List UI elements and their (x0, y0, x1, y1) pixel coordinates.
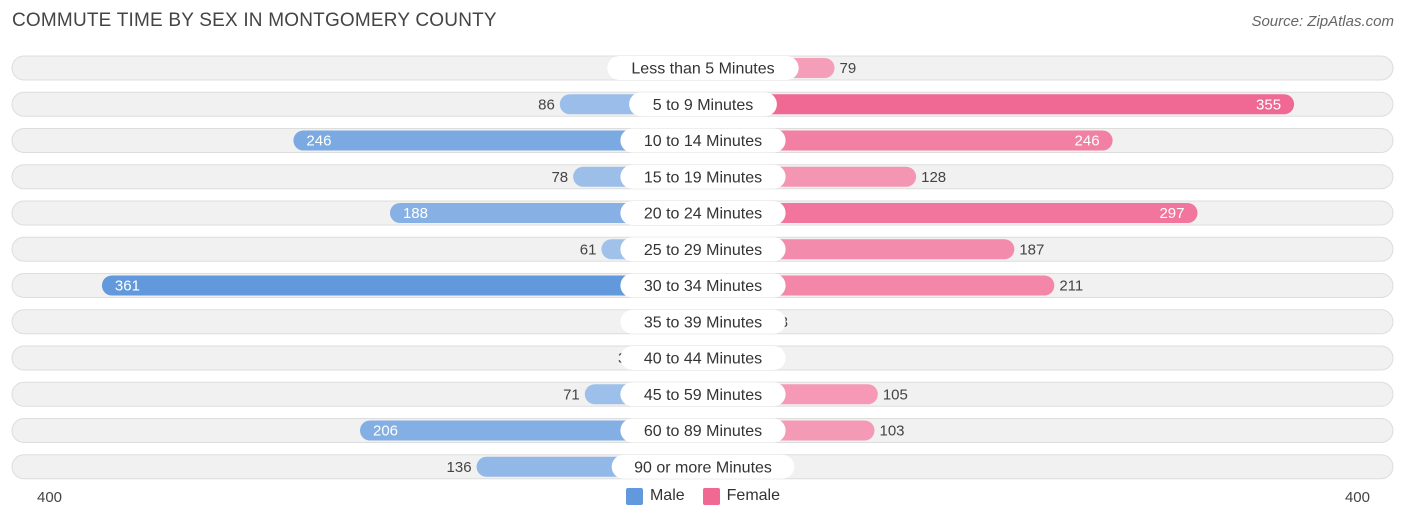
legend-item-female[interactable]: Female (702, 487, 781, 505)
bar-female (703, 130, 1113, 151)
category-label: 10 to 14 Minutes (644, 133, 762, 150)
female-swatch (702, 487, 720, 505)
legend-label-female: Female (726, 487, 781, 504)
category-pill (607, 56, 799, 80)
category-label: 90 or more Minutes (634, 459, 772, 476)
bar-female (703, 94, 1295, 115)
data-label-female: 103 (879, 423, 904, 440)
category-pill (620, 309, 786, 334)
category-pill (620, 201, 786, 225)
data-label-male: 246 (306, 133, 331, 150)
category-pill (620, 237, 786, 262)
legend-item-male[interactable]: Male (625, 487, 685, 505)
data-label-female: 355 (1256, 96, 1281, 113)
data-label-male: 71 (563, 386, 580, 403)
data-label-female: 211 (1059, 278, 1083, 295)
legend-label-male: Male (649, 487, 685, 504)
category-label: 35 to 39 Minutes (644, 314, 762, 331)
data-label-female: 105 (883, 386, 908, 403)
data-label-male: 361 (115, 278, 140, 295)
legend: Male Female (0, 487, 1406, 505)
category-pill (620, 382, 786, 407)
data-label-male: 188 (403, 205, 428, 222)
category-pill (611, 454, 795, 479)
category-pill (620, 128, 786, 153)
bar-male (101, 275, 703, 296)
chart-title: COMMUTE TIME BY SEX IN MONTGOMERY COUNTY (12, 10, 497, 31)
category-label: 45 to 59 Minutes (644, 387, 762, 404)
bar-female (703, 203, 1198, 223)
category-pill (620, 273, 786, 298)
category-pill (620, 164, 786, 189)
category-pill (620, 418, 786, 443)
data-label-female: 187 (1019, 241, 1044, 258)
data-label-female: 246 (1075, 133, 1100, 150)
data-label-male: 61 (580, 241, 597, 258)
axis-max-label: 400 (1344, 489, 1370, 506)
category-label: 25 to 29 Minutes (644, 242, 762, 259)
data-label-male: 206 (373, 423, 398, 440)
bar-male (293, 130, 703, 151)
category-pill (620, 346, 786, 370)
category-label: 30 to 34 Minutes (644, 278, 762, 295)
source-label: Source: ZipAtlas.com (1251, 13, 1394, 30)
bar-male (360, 420, 703, 441)
category-pill (629, 92, 777, 117)
category-label: 5 to 9 Minutes (653, 97, 754, 114)
category-label: Less than 5 Minutes (631, 61, 774, 78)
data-label-female: 79 (840, 60, 857, 77)
data-label-male: 86 (538, 96, 555, 113)
category-label: 40 to 44 Minutes (644, 351, 762, 368)
category-label: 60 to 89 Minutes (644, 423, 762, 440)
data-label-female: 297 (1159, 205, 1184, 222)
axis-min-label: 400 (37, 489, 63, 506)
bar-female (703, 275, 1055, 296)
category-label: 20 to 24 Minutes (644, 206, 762, 223)
category-label: 15 to 19 Minutes (644, 169, 762, 186)
data-label-male: 136 (447, 459, 472, 476)
data-label-female: 128 (921, 169, 946, 186)
male-swatch (625, 487, 643, 505)
data-label-male: 78 (551, 169, 568, 186)
